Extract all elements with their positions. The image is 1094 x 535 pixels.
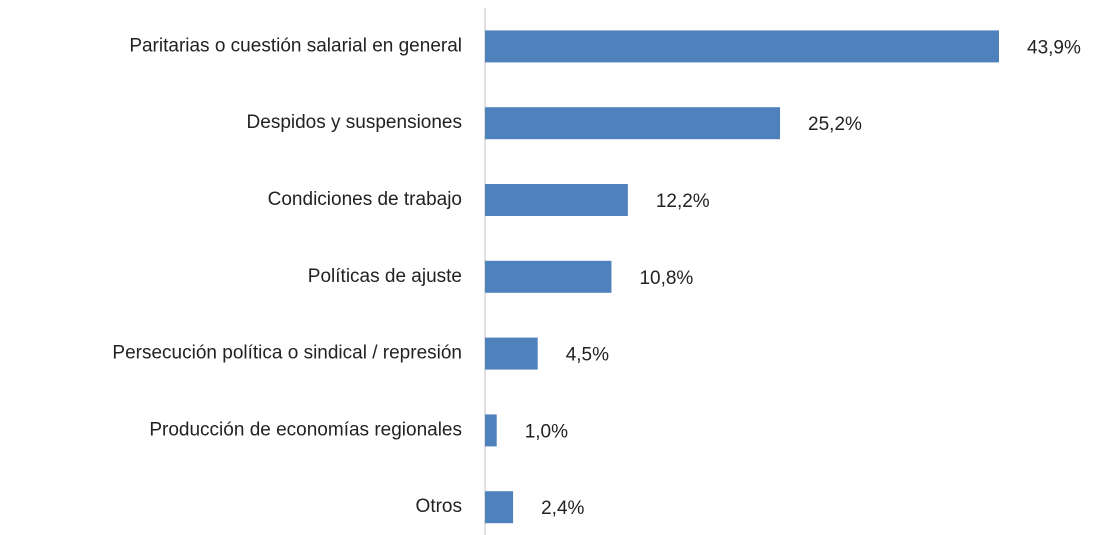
- value-label: 10,8%: [639, 268, 693, 289]
- bar: [485, 337, 538, 370]
- bar: [485, 107, 781, 140]
- value-label: 1,0%: [525, 421, 568, 442]
- category-label: Producción de economías regionales: [149, 419, 462, 440]
- value-label: 12,2%: [656, 191, 710, 212]
- bar: [485, 30, 999, 63]
- bar: [485, 491, 514, 524]
- category-label: Políticas de ajuste: [308, 266, 462, 287]
- value-label: 43,9%: [1027, 37, 1081, 58]
- category-label: Despidos y suspensiones: [247, 112, 462, 133]
- value-label: 2,4%: [541, 498, 584, 519]
- category-label: Condiciones de trabajo: [268, 189, 462, 210]
- category-label: Paritarias o cuestión salarial en genera…: [129, 35, 462, 56]
- category-label: Persecución política o sindical / repres…: [112, 343, 462, 364]
- bar: [485, 184, 628, 216]
- value-label: 25,2%: [808, 114, 862, 135]
- bar: [485, 260, 612, 293]
- bar: [485, 414, 497, 447]
- value-label: 4,5%: [566, 345, 609, 366]
- category-label: Otros: [416, 496, 462, 517]
